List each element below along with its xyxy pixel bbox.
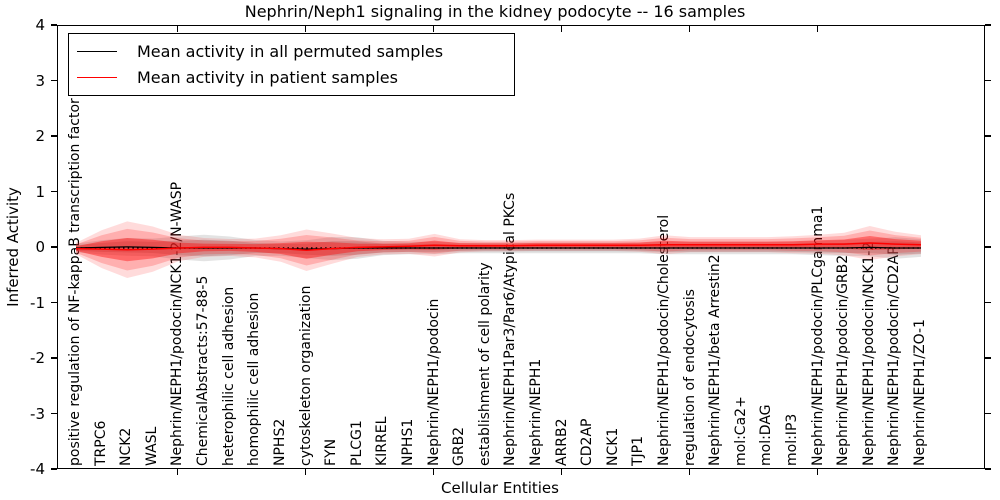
plot-canvas (75, 221, 922, 278)
y-tick-mark (51, 357, 57, 359)
y-tick-mark (51, 468, 57, 470)
y-tick-label: 4 (35, 16, 45, 34)
y-tick-label: -3 (30, 404, 45, 423)
x-tick-mark (176, 26, 179, 32)
y-tick-mark (51, 301, 57, 304)
y-tick-mark (985, 135, 991, 137)
y-tick-mark (985, 357, 991, 359)
x-tick-mark (176, 469, 179, 475)
y-tick-label: -2 (30, 349, 45, 367)
y-tick-mark (51, 135, 57, 137)
patient-band-inner (76, 236, 921, 262)
y-tick-mark (985, 24, 991, 26)
y-tick-mark (51, 79, 57, 82)
legend: Mean activity in all permuted samples Me… (68, 33, 515, 96)
x-tick-mark (688, 26, 691, 32)
patient-band-outer (76, 221, 921, 278)
x-tick-mark (560, 469, 563, 475)
page-title: Nephrin/Neph1 signaling in the kidney po… (244, 2, 746, 21)
legend-entry-permuted: Mean activity in all permuted samples (69, 42, 514, 61)
y-tick-mark (985, 79, 991, 82)
y-tick-mark (985, 412, 991, 415)
y-tick-mark (985, 190, 991, 193)
patient-band-mid (76, 228, 921, 271)
y-tick-label: -1 (30, 293, 45, 312)
y-tick-mark (51, 246, 57, 248)
y-tick-mark (985, 246, 991, 248)
x-tick-mark (688, 469, 691, 475)
x-tick-mark (560, 26, 563, 32)
x-tick-mark (304, 26, 307, 32)
y-tick-label: 1 (35, 182, 45, 201)
x-tick-mark (432, 469, 435, 475)
legend-label: Mean activity in all permuted samples (137, 41, 444, 61)
x-tick-mark (816, 469, 819, 475)
y-tick-label: 0 (35, 238, 45, 256)
y-tick-mark (51, 412, 57, 415)
y-tick-mark (51, 24, 57, 26)
y-tick-label: -4 (30, 460, 45, 478)
y-tick-mark (985, 468, 991, 470)
x-tick-mark (816, 26, 819, 32)
x-tick-mark (304, 469, 307, 475)
permuted-line-sample (77, 50, 117, 52)
patient-mean-line (75, 242, 922, 251)
patient-line-sample (77, 77, 117, 79)
y-tick-label: 3 (35, 71, 45, 90)
y-tick-mark (51, 190, 57, 193)
y-tick-label: 2 (35, 127, 45, 145)
legend-entry-patient: Mean activity in patient samples (69, 68, 514, 87)
x-tick-mark (432, 26, 435, 32)
legend-label: Mean activity in patient samples (137, 68, 398, 88)
plot-area (57, 25, 985, 469)
x-axis-label: Cellular Entities (441, 479, 559, 497)
y-tick-mark (985, 301, 991, 304)
